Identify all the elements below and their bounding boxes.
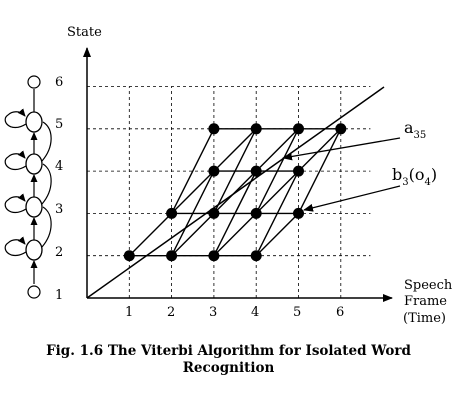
trellis-edge xyxy=(170,128,215,214)
trellis-node xyxy=(208,207,220,219)
hmm-state-1 xyxy=(27,285,41,299)
hmm-state-3 xyxy=(25,196,43,218)
trellis-node xyxy=(293,165,304,177)
hmm-state-4 xyxy=(25,153,43,175)
trellis-edge xyxy=(298,128,342,172)
x-axis-label-time: (Time) xyxy=(403,311,446,326)
trellis-edge xyxy=(171,212,215,257)
figure-caption: Fig. 1.6 The Viterbi Algorithm for Isola… xyxy=(0,343,457,377)
trellis-node xyxy=(293,207,304,219)
y-tick-label: 2 xyxy=(55,245,63,260)
hmm-state-5 xyxy=(25,111,43,133)
hmm-skip-arc xyxy=(41,163,52,205)
hmm-skip-arc xyxy=(41,206,52,248)
trellis-edge xyxy=(255,170,299,214)
trellis-node xyxy=(166,250,178,262)
x-tick-label: 5 xyxy=(293,305,301,320)
y-axis-label: State xyxy=(67,25,102,40)
y-tick-label: 5 xyxy=(55,117,63,132)
emission-pointer xyxy=(303,185,401,212)
x-tick-labels: 1 2 3 4 5 6 xyxy=(125,305,344,320)
trellis-edge xyxy=(213,170,257,214)
hmm-skip-arc xyxy=(41,121,52,162)
emission-annotation: b3(o4) xyxy=(392,165,437,188)
trellis-node xyxy=(250,165,262,177)
trellis-edge xyxy=(213,128,257,172)
y-tick-label: 3 xyxy=(55,202,63,217)
hmm-state-chain xyxy=(4,75,52,299)
hmm-self-loop xyxy=(4,236,27,257)
trellis-edge xyxy=(297,128,342,214)
x-tick-label: 1 xyxy=(125,305,133,320)
x-tick-label: 4 xyxy=(251,305,259,320)
hmm-self-loop xyxy=(4,193,27,214)
trellis-node xyxy=(208,250,220,262)
caption-line-2: Recognition xyxy=(182,360,275,376)
transition-annotation: a35 xyxy=(404,118,426,141)
caption-line-1: Fig. 1.6 The Viterbi Algorithm for Isola… xyxy=(46,343,411,359)
trellis-node xyxy=(293,123,304,135)
trellis-nodes xyxy=(123,123,347,262)
hmm-state-6 xyxy=(27,75,41,89)
trellis-edge xyxy=(213,212,257,257)
hmm-self-loop xyxy=(4,108,27,129)
hmm-state-2 xyxy=(25,239,43,261)
trellis-node xyxy=(123,250,135,262)
x-axis-label-speech: Speech xyxy=(404,278,453,293)
trellis-node xyxy=(208,123,220,135)
y-tick-label: 4 xyxy=(55,159,63,174)
x-tick-label: 6 xyxy=(336,305,344,320)
trellis-node xyxy=(335,123,347,135)
trellis-node xyxy=(166,207,178,219)
x-tick-label: 3 xyxy=(209,305,217,320)
x-axis-label-frame: Frame xyxy=(404,294,447,309)
trellis-node xyxy=(250,207,262,219)
trellis-edge xyxy=(255,128,299,172)
y-tick-label: 1 xyxy=(55,288,63,303)
trellis-edge xyxy=(255,212,299,257)
trellis-node xyxy=(250,123,262,135)
dashed-grid xyxy=(87,86,371,298)
y-tick-labels: 1 2 3 4 5 6 xyxy=(55,75,63,303)
trellis-node xyxy=(250,250,262,262)
trellis-edge xyxy=(128,212,173,257)
transition-pointer xyxy=(282,137,401,161)
trellis-node xyxy=(208,165,220,177)
trellis-edges xyxy=(128,128,342,257)
trellis-edge xyxy=(171,170,215,214)
hmm-self-loop xyxy=(4,150,27,171)
x-tick-label: 2 xyxy=(167,305,175,320)
y-tick-label: 6 xyxy=(55,75,63,90)
